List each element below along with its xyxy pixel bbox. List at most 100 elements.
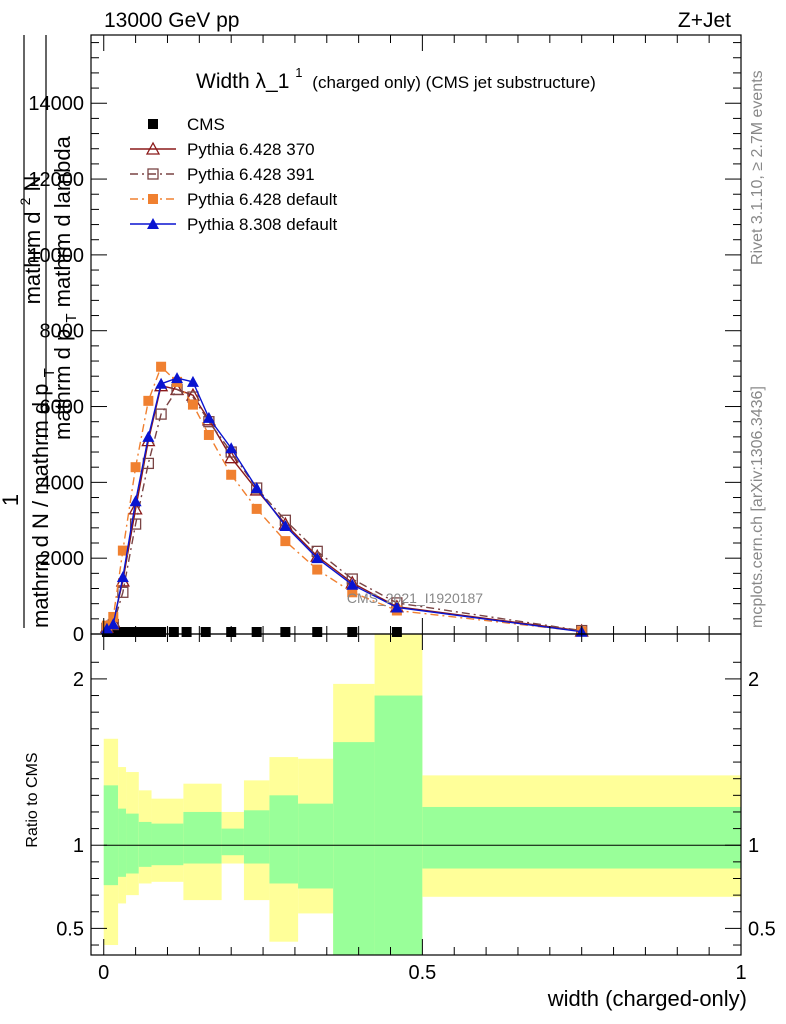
series-0: [101, 627, 402, 637]
header-process-label: Z+Jet: [678, 9, 731, 32]
series-4-point-4: [142, 430, 155, 442]
series-2-point-5: [155, 408, 167, 420]
legend-label-4: Pythia 8.308 default: [187, 215, 338, 234]
ratio-inner-band-3: [138, 821, 152, 867]
xtick-label-2: 1: [735, 962, 746, 984]
main-ytick-label-2: 4000: [40, 472, 85, 494]
analysis-label: CMS_2021_I1920187: [347, 590, 483, 606]
series-2: [101, 383, 588, 637]
series-3: [101, 361, 587, 637]
series-line-2: [106, 388, 582, 632]
main-ytick-label-3: 6000: [40, 397, 85, 419]
ratio-inner-band-5: [183, 811, 222, 864]
series-2-point-3: [129, 518, 142, 530]
main-ytick-label-1: 2000: [40, 548, 85, 570]
legend-marker-3: [148, 194, 158, 204]
main-ytick-label-6: 12000: [28, 169, 84, 191]
main-series-group: [99, 361, 589, 637]
series-4-point-7: [186, 375, 199, 387]
ratio-ytick-label-right-2: 2: [748, 669, 759, 691]
series-0-point-4: [127, 627, 138, 637]
series-0-point-16: [391, 627, 402, 637]
legend-marker-2: [147, 168, 159, 180]
ratio-inner-band-0: [103, 785, 119, 886]
legend-label-0: CMS: [187, 115, 225, 134]
series-line-1: [106, 384, 582, 632]
series-0-point-9: [181, 627, 192, 637]
series-4-point-9: [225, 442, 238, 454]
series-4-point-3: [129, 495, 142, 507]
main-ytick-label-4: 8000: [40, 321, 85, 343]
ratio-inner-band-7: [243, 810, 270, 864]
series-0-point-6: [146, 627, 157, 637]
series-4-point-8: [202, 411, 215, 423]
series-3-point-3: [130, 462, 141, 473]
legend-label-3: Pythia 6.428 default: [187, 190, 338, 209]
rivet-version-label: Rivet 3.1.10, ≥ 2.7M events: [749, 70, 766, 265]
series-4-point-6: [171, 372, 184, 384]
series-4-point-10: [250, 482, 263, 494]
series-line-3: [106, 365, 582, 633]
series-0-point-3: [121, 627, 132, 637]
series-1: [99, 378, 589, 637]
series-4-point-2: [116, 571, 129, 583]
series-0-point-8: [168, 627, 179, 637]
xtick-label-1: 0.5: [408, 962, 436, 984]
series-3-point-11: [280, 536, 291, 547]
ratio-ytick-label-left-0: 0.5: [56, 918, 84, 940]
series-3-point-13: [347, 587, 358, 598]
ratio-plot-frame: [90, 633, 742, 956]
legend-marker-4: [147, 218, 159, 229]
series-4-point-5: [155, 377, 168, 389]
series-0-point-7: [156, 627, 167, 637]
ratio-inner-band-11: [374, 695, 423, 955]
series-2-point-2: [117, 586, 129, 598]
ratio-uncertainty-bands: [103, 634, 741, 955]
svg-text:mathrm d N / mathrm d p: mathrm d N / mathrm d p T: [28, 368, 58, 628]
series-0-point-12: [251, 627, 262, 637]
series-3-point-9: [226, 469, 237, 480]
xtick-label-0: 0: [98, 962, 109, 984]
ratio-ytick-label-left-2: 2: [73, 669, 84, 691]
ratio-inner-band-10: [333, 742, 375, 955]
svg-text:mathrm d 2 N: mathrm d 2 N: [10, 176, 45, 305]
series-0-point-13: [280, 627, 291, 637]
y-axis-label-ratio: Ratio to CMS: [24, 752, 41, 847]
series-4-point-14: [390, 601, 403, 613]
series-3-point-8: [203, 429, 214, 440]
ratio-inner-band-8: [269, 795, 299, 884]
series-4-point-13: [346, 578, 359, 590]
series-0-point-14: [312, 627, 323, 637]
legend-marker-1: [145, 141, 161, 155]
series-3-point-12: [312, 564, 323, 575]
series-3-point-4: [143, 395, 154, 406]
series-4-point-1: [107, 618, 120, 630]
mcplots-credit-label: mcplots.cern.ch [arXiv:1306.3436]: [749, 386, 766, 628]
series-3-point-10: [251, 503, 262, 514]
series-0-point-2: [114, 627, 125, 637]
ratio-inner-band-6: [221, 828, 244, 856]
legend-label-1: Pythia 6.428 370: [187, 140, 315, 159]
svg-text:mathrm d p T math: mathrm d p T mathrm d lambda: [50, 135, 81, 440]
series-3-point-1: [108, 611, 119, 622]
series-0-point-10: [200, 627, 211, 637]
ratio-inner-band-4: [151, 823, 184, 866]
series-4: [100, 372, 588, 637]
header-energy-label: 13000 GeV pp: [104, 9, 239, 32]
series-0-point-15: [347, 627, 358, 637]
ratio-ytick-label-left-1: 1: [73, 835, 84, 857]
legend-label-2: Pythia 6.428 391: [187, 165, 315, 184]
ratio-inner-band-12: [422, 806, 741, 869]
main-ytick-label-5: 10000: [28, 245, 84, 267]
series-line-4: [106, 377, 582, 633]
svg-text:1: 1: [0, 494, 23, 506]
series-0-point-5: [136, 627, 147, 637]
x-axis-label: width (charged-only): [547, 986, 747, 1011]
ratio-inner-band-1: [118, 808, 127, 877]
plot-title: Width λ_1 1 (charged only) (CMS jet subs…: [196, 59, 596, 93]
ratio-inner-band-2: [126, 813, 139, 874]
legend-marker-0: [148, 119, 158, 129]
series-4-point-11: [279, 519, 292, 531]
